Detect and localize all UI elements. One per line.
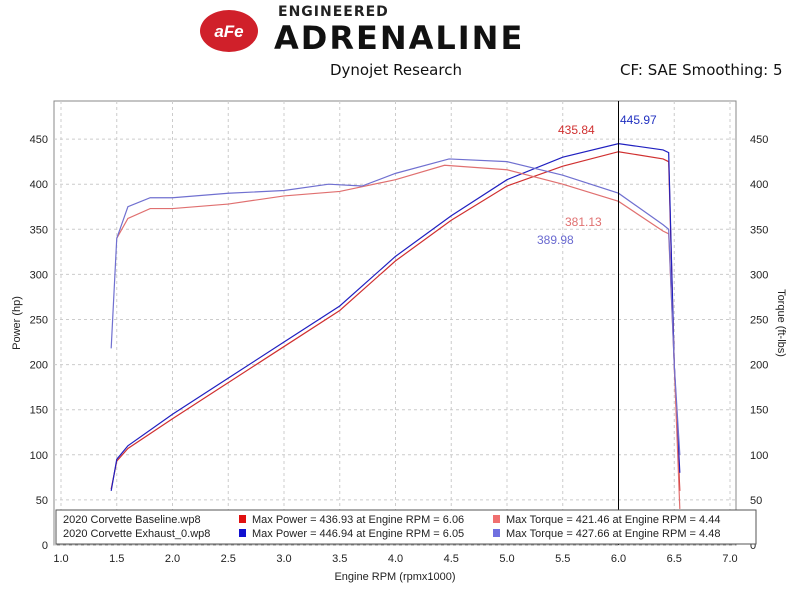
- logo-line2: ADRENALINE: [274, 19, 525, 57]
- y-tick-label: 50: [36, 495, 48, 507]
- x-tick-label: 4.5: [444, 553, 459, 565]
- x-tick-label: 1.5: [109, 553, 124, 565]
- legend-file: 2020 Corvette Baseline.wp8: [63, 514, 201, 526]
- y2-tick-label: 350: [750, 224, 768, 236]
- legend-file: 2020 Corvette Exhaust_0.wp8: [63, 528, 210, 540]
- x-tick-label: 2.5: [221, 553, 236, 565]
- dyno-source: Dynojet Research: [330, 61, 462, 79]
- cursor-value-label: 445.97: [620, 113, 657, 127]
- x-tick-label: 2.0: [165, 553, 180, 565]
- y-tick-label: 200: [30, 360, 48, 372]
- x-tick-label: 1.0: [53, 553, 68, 565]
- x-tick-label: 5.5: [555, 553, 570, 565]
- legend-swatch-power: [239, 515, 246, 523]
- x-tick-label: 5.0: [499, 553, 514, 565]
- legend-box: [55, 509, 757, 545]
- legend-max-torque: Max Torque = 421.46 at Engine RPM = 4.44: [506, 514, 720, 526]
- y-axis-label: Power (hp): [11, 296, 23, 350]
- cursor-value-label: 435.84: [558, 123, 595, 137]
- y-tick-label: 0: [42, 540, 48, 552]
- series-line-0: [110, 151, 681, 491]
- cursor-value-label: 389.98: [537, 233, 574, 247]
- logo-line1: ENGINEERED: [278, 4, 389, 20]
- x-tick-label: 7.0: [722, 553, 737, 565]
- y-tick-label: 350: [30, 224, 48, 236]
- y2-axis-label: Torque (ft-lbs): [775, 289, 787, 357]
- y2-tick-label: 0: [750, 540, 756, 552]
- y2-tick-label: 200: [750, 360, 768, 372]
- x-axis-label: Engine RPM (rpmx1000): [334, 571, 455, 583]
- legend-max-power: Max Power = 436.93 at Engine RPM = 6.06: [252, 514, 464, 526]
- y-tick-label: 150: [30, 405, 48, 417]
- x-tick-label: 4.0: [388, 553, 403, 565]
- y-tick-label: 450: [30, 134, 48, 146]
- x-tick-label: 6.0: [611, 553, 626, 565]
- y-tick-label: 250: [30, 315, 48, 327]
- afe-logo-badge: aFe: [200, 10, 258, 52]
- y2-tick-label: 150: [750, 405, 768, 417]
- series-line-3: [110, 158, 681, 455]
- cursor-value-label: 381.13: [565, 215, 602, 229]
- y2-tick-label: 250: [750, 315, 768, 327]
- y2-tick-label: 300: [750, 269, 768, 281]
- logo: aFe ENGINEERED ADRENALINE: [200, 4, 600, 58]
- legend-swatch-torque: [493, 529, 500, 537]
- correction-factor: CF: SAE Smoothing: 5: [620, 61, 783, 79]
- y2-tick-label: 50: [750, 495, 762, 507]
- legend-swatch-power: [239, 529, 246, 537]
- y2-tick-label: 450: [750, 134, 768, 146]
- series-line-2: [116, 164, 681, 509]
- legend-max-torque: Max Torque = 427.66 at Engine RPM = 4.48: [506, 528, 720, 540]
- series-line-1: [110, 142, 681, 491]
- y-tick-label: 400: [30, 179, 48, 191]
- y-tick-label: 100: [30, 450, 48, 462]
- y-tick-label: 300: [30, 269, 48, 281]
- x-tick-label: 3.5: [332, 553, 347, 565]
- x-tick-label: 3.0: [276, 553, 291, 565]
- y2-tick-label: 100: [750, 450, 768, 462]
- legend-max-power: Max Power = 446.94 at Engine RPM = 6.05: [252, 528, 464, 540]
- legend-swatch-torque: [493, 515, 500, 523]
- y2-tick-label: 400: [750, 179, 768, 191]
- x-tick-label: 6.5: [667, 553, 682, 565]
